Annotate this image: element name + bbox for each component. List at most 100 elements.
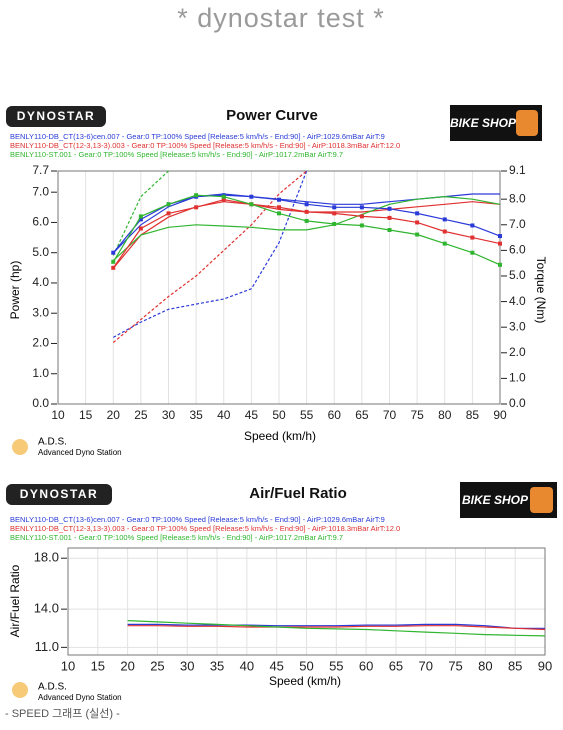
marker (304, 218, 309, 223)
y2-tick-label: 6.0 (509, 243, 526, 257)
x-tick-label: 20 (120, 658, 134, 673)
x-axis-label: Speed (km/h) (244, 429, 316, 443)
legend-entry: BENLY110-DB_CT(13-6)cen.007 - Gear:0 TP:… (10, 132, 385, 141)
ads-icon (12, 682, 28, 698)
ads-subtitle: Advanced Dyno Station (38, 448, 122, 457)
legend-entry: BENLY110-ST.001 - Gear:0 TP:100% Speed [… (10, 533, 343, 542)
line-series (127, 623, 545, 629)
x-tick-label: 35 (210, 658, 224, 673)
legend-entry: BENLY110-DB_CT(12-3,13-3).003 - Gear:0 T… (10, 141, 400, 150)
y-tick-label: 1.0 (32, 366, 49, 380)
brand: BIKE SHOP (462, 493, 529, 507)
marker (166, 202, 171, 207)
marker (442, 217, 447, 222)
marker (359, 205, 364, 210)
x-tick-label: 70 (419, 658, 433, 673)
y2-tick-label: 3.0 (509, 319, 526, 333)
marker (415, 220, 420, 225)
x-tick-label: 70 (383, 408, 397, 422)
x-axis-label: Speed (km/h) (269, 674, 341, 688)
marker (442, 229, 447, 234)
x-tick-label: 40 (217, 408, 231, 422)
brand-mark (516, 110, 538, 136)
x-tick-label: 15 (79, 408, 93, 422)
marker (194, 205, 199, 210)
marker (304, 202, 309, 207)
y2-tick-label: 0.0 (509, 396, 526, 410)
marker (387, 228, 392, 233)
y-tick-label: 5.0 (32, 245, 49, 259)
y-tick-label: 14.0 (34, 601, 59, 616)
brand: BIKE SHOP (450, 116, 517, 130)
marker (304, 209, 309, 214)
x-tick-label: 15 (91, 658, 105, 673)
x-tick-label: 30 (180, 658, 194, 673)
x-tick-label: 10 (61, 658, 75, 673)
x-tick-label: 45 (245, 408, 259, 422)
legend-entry: BENLY110-DB_CT(12-3,13-3).003 - Gear:0 T… (10, 524, 400, 533)
marker (138, 217, 143, 222)
x-tick-label: 10 (51, 408, 65, 422)
x-tick-label: 25 (150, 658, 164, 673)
marker (470, 250, 475, 255)
x-tick-label: 90 (493, 408, 507, 422)
marker (415, 211, 420, 216)
ads-title: A.D.S. (38, 437, 67, 448)
x-tick-label: 65 (355, 408, 369, 422)
marker (359, 214, 364, 219)
x-tick-label: 80 (478, 658, 492, 673)
x-tick-label: 25 (134, 408, 148, 422)
marker (332, 221, 337, 226)
y-tick-label: 7.0 (32, 184, 49, 198)
plot-frame (57, 170, 501, 405)
marker (470, 235, 475, 240)
x-tick-label: 55 (300, 408, 314, 422)
chart-title: Power Curve (226, 107, 318, 124)
legend-entry: BENLY110-ST.001 - Gear:0 TP:100% Speed [… (10, 150, 343, 159)
x-tick-label: 55 (329, 658, 343, 673)
y-tick-label: 7.7 (32, 163, 49, 177)
y-axis-label: Power (hp) (8, 261, 22, 320)
logo-box (6, 106, 106, 127)
y-tick-label: 3.0 (32, 305, 49, 319)
y2-tick-label: 8.0 (509, 191, 526, 205)
ads-title: A.D.S. (38, 682, 67, 693)
y2-tick-label: 7.0 (509, 217, 526, 231)
x-tick-label: 45 (269, 658, 283, 673)
marker (498, 241, 502, 246)
marker (387, 206, 392, 211)
y-tick-label: 0.0 (32, 396, 49, 410)
line-series (127, 625, 546, 631)
line-series (127, 620, 546, 637)
y2-tick-label: 1.0 (509, 371, 526, 385)
ads-subtitle: Advanced Dyno Station (38, 693, 122, 702)
line-series (112, 170, 307, 343)
marker (498, 262, 502, 267)
marker (277, 211, 281, 216)
x-tick-label: 65 (389, 658, 403, 673)
x-tick-label: 90 (538, 658, 552, 673)
legend-entry: BENLY110-DB_CT(13-6)cen.007 - Gear:0 TP:… (10, 515, 385, 524)
marker (415, 232, 420, 237)
marker (194, 193, 199, 198)
x-tick-label: 40 (240, 658, 254, 673)
marker (359, 223, 364, 228)
x-tick-label: 30 (162, 408, 176, 422)
brand-mark (530, 487, 553, 513)
y2-tick-label: 9.1 (509, 163, 526, 177)
x-tick-label: 60 (359, 658, 373, 673)
line-series (112, 195, 501, 262)
plot-frame (67, 547, 546, 656)
logo-box (6, 484, 112, 505)
y2-tick-label: 5.0 (509, 268, 526, 282)
page-title: * dynostar test * (177, 3, 385, 33)
marker (166, 211, 171, 216)
marker (249, 202, 254, 207)
footer: - SPEED 그래프 (실선) - (5, 707, 120, 720)
marker (332, 205, 337, 210)
marker (138, 214, 143, 219)
y-tick-label: 11.0 (35, 639, 59, 654)
logo: DYNOSTAR (20, 487, 98, 501)
y-tick-label: 2.0 (32, 336, 49, 350)
